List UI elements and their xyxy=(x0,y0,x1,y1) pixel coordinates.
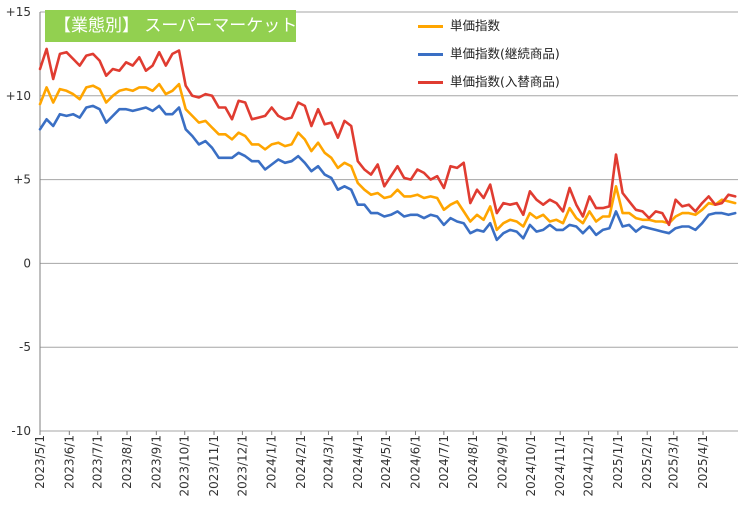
x-tick-label: 2024/3/1 xyxy=(321,435,335,489)
legend-swatch-replaced-products xyxy=(418,81,443,84)
y-tick-label: 0 xyxy=(23,256,31,270)
series-line-unit-price xyxy=(38,82,737,232)
x-tick-label: 2024/8/1 xyxy=(466,435,480,489)
axes xyxy=(39,12,704,435)
y-tick-label: +15 xyxy=(6,5,31,19)
legend-label-unit-price: 単価指数 xyxy=(450,18,501,33)
x-tick-label: 2023/8/1 xyxy=(120,435,134,489)
x-tick-label: 2024/4/1 xyxy=(351,435,365,489)
gridlines xyxy=(40,11,738,432)
x-tick-label: 2023/7/1 xyxy=(91,435,105,489)
x-tick-label: 2023/6/1 xyxy=(62,435,76,489)
y-axis-tick-labels: +15 +10 +5 0 -5 -10 xyxy=(6,5,31,438)
x-tick-label: 2025/3/1 xyxy=(667,435,681,489)
x-tick-label: 2024/6/1 xyxy=(408,435,422,489)
series-lines xyxy=(38,47,737,242)
y-tick-label: +10 xyxy=(6,89,31,103)
x-tick-label: 2024/5/1 xyxy=(379,435,393,489)
legend-swatch-continuing-products xyxy=(418,53,443,56)
x-tick-label: 2023/12/1 xyxy=(235,435,249,497)
x-tick-label: 2023/5/1 xyxy=(33,435,47,489)
legend-swatch-unit-price xyxy=(418,25,443,28)
x-tick-label: 2024/7/1 xyxy=(437,435,451,489)
chart-title-tag: 【業態別】 スーパーマーケット xyxy=(45,10,298,42)
series-line-replaced-products xyxy=(38,47,737,227)
x-tick-label: 2023/9/1 xyxy=(149,435,163,489)
x-axis-tick-labels: 2023/5/1 2023/6/1 2023/7/1 2023/8/1 2023/9/1… xyxy=(33,435,710,497)
y-tick-label: -10 xyxy=(11,424,31,438)
legend-item-replaced-products: 単価指数(入替商品) xyxy=(418,70,560,98)
chart-title-text: 【業態別】 スーパーマーケット xyxy=(54,16,298,36)
x-tick-label: 2023/10/1 xyxy=(178,435,192,497)
series-line-continuing-products xyxy=(38,104,737,242)
y-tick-label: -5 xyxy=(19,340,31,354)
legend-label-continuing-products: 単価指数(継続商品) xyxy=(450,46,560,61)
x-tick-label: 2025/4/1 xyxy=(696,435,710,489)
x-tick-label: 2024/11/1 xyxy=(553,435,567,497)
x-tick-label: 2024/2/1 xyxy=(294,435,308,489)
legend-item-unit-price: 単価指数 xyxy=(418,14,560,42)
legend: 単価指数 単価指数(継続商品) 単価指数(入替商品) xyxy=(418,14,560,98)
y-tick-label: +5 xyxy=(13,173,31,187)
x-tick-label: 2024/10/1 xyxy=(524,435,538,497)
legend-label-replaced-products: 単価指数(入替商品) xyxy=(450,74,560,89)
x-tick-label: 2024/1/1 xyxy=(265,435,279,489)
x-tick-label: 2023/11/1 xyxy=(207,435,221,497)
x-tick-label: 2024/12/1 xyxy=(582,435,596,497)
legend-item-continuing-products: 単価指数(継続商品) xyxy=(418,42,560,70)
x-tick-label: 2025/2/1 xyxy=(640,435,654,489)
x-tick-label: 2025/1/1 xyxy=(611,435,625,489)
x-tick-label: 2024/9/1 xyxy=(495,435,509,489)
